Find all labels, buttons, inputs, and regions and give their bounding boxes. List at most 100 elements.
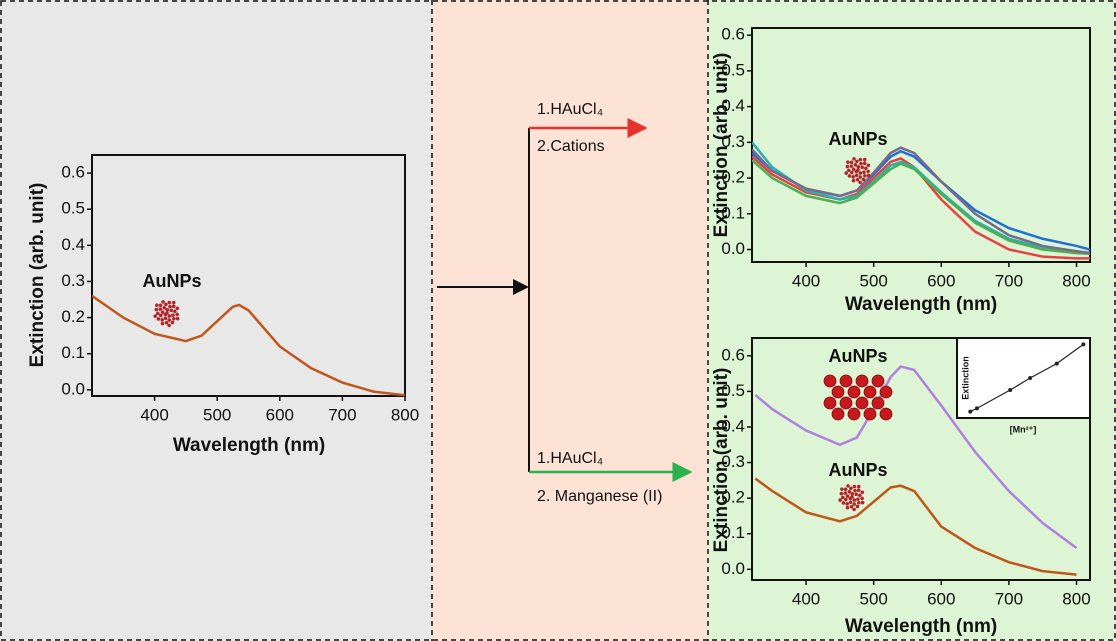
particle [175, 306, 180, 311]
particle [171, 304, 176, 309]
particle-large [831, 407, 845, 421]
y-axis-label: Extinction [960, 356, 970, 400]
x-tick-label: 600 [266, 405, 294, 424]
particle [175, 312, 179, 317]
particle-large [863, 385, 877, 399]
annotation: AuNPs [828, 346, 887, 366]
y-tick-label: 0.4 [61, 235, 85, 254]
particle [847, 489, 852, 494]
particle [864, 166, 868, 171]
particle [838, 498, 842, 502]
particle [862, 157, 867, 162]
particle-large [839, 374, 853, 388]
particle [153, 314, 157, 318]
y-axis-label: Extinction (arb. unit) [27, 183, 48, 368]
particle [161, 300, 165, 304]
x-tick-label: 500 [859, 589, 887, 608]
particle [171, 300, 176, 305]
particle [862, 161, 867, 166]
x-axis-label: Wavelength (nm) [845, 616, 997, 637]
x-tick-label: 700 [995, 589, 1023, 608]
y-tick-label: 0.0 [721, 559, 745, 578]
annotation: AuNPs [828, 129, 887, 149]
particle [849, 504, 854, 509]
x-tick-label: 800 [1062, 589, 1090, 608]
particle [863, 173, 867, 178]
plot-frame [91, 154, 406, 397]
particle [857, 500, 861, 505]
line [752, 141, 1090, 255]
y-tick-label: 0.3 [61, 271, 85, 290]
y-tick-label: 0.0 [721, 239, 745, 258]
particle [856, 488, 861, 493]
annotation: AuNPs [142, 271, 201, 291]
y-tick-label: 0.2 [61, 307, 85, 326]
particle [154, 307, 159, 312]
particle [841, 501, 846, 505]
particle [859, 161, 863, 166]
particle [850, 170, 854, 175]
y-tick-label: 0.4 [721, 96, 745, 115]
y-tick-label: 0.6 [721, 25, 745, 44]
particle [855, 504, 860, 509]
particle [851, 175, 855, 179]
particle [858, 180, 862, 185]
particle [168, 304, 172, 309]
particle [845, 502, 849, 506]
y-tick-label: 0.6 [721, 345, 745, 364]
particle [846, 484, 850, 488]
step-label: 1.HAuCl₄ [537, 101, 603, 118]
particle [156, 317, 161, 321]
y-axis-label: Extinction (arb. unit) [711, 53, 732, 238]
particle [840, 487, 844, 491]
particle [170, 320, 175, 325]
y-axis-label: Extinction (arb. unit) [711, 368, 732, 553]
particle [855, 159, 859, 164]
y-tick-label: 0.1 [721, 203, 745, 222]
particle [858, 157, 863, 162]
particle [858, 493, 862, 498]
y-tick-label: 0.0 [61, 379, 85, 398]
point [974, 406, 979, 411]
particle [167, 318, 172, 322]
y-tick-label: 0.2 [721, 488, 745, 507]
x-tick-label: 700 [995, 271, 1023, 290]
particle [167, 314, 172, 318]
x-tick-label: 400 [792, 271, 820, 290]
particle [852, 484, 857, 489]
particle [853, 488, 857, 493]
panel-bg [708, 0, 1116, 641]
point [1081, 342, 1086, 347]
line [752, 146, 1090, 255]
y-tick-label: 0.5 [721, 381, 745, 400]
step-label: 2.Cations [537, 138, 605, 155]
particle-large [823, 396, 837, 410]
point [968, 409, 973, 414]
particle [843, 491, 848, 495]
plot-frame [956, 337, 1091, 419]
particle [172, 316, 176, 321]
particle [847, 168, 851, 173]
x-axis-label: [Mn²⁺] [1010, 424, 1037, 434]
x-tick-label: 400 [792, 589, 820, 608]
plot-frame [751, 337, 1091, 581]
particle [843, 487, 848, 492]
particle [167, 300, 172, 305]
particle-large [871, 396, 885, 410]
plot-frame [751, 27, 1091, 263]
particle [852, 502, 857, 506]
line [92, 294, 405, 396]
particle [866, 163, 871, 168]
particle [866, 173, 871, 178]
particle [167, 323, 171, 328]
line [752, 159, 1090, 256]
particle [866, 169, 870, 174]
particle [839, 491, 844, 496]
particle [846, 160, 850, 164]
particle [841, 495, 845, 500]
step-label: 2. Manganese (II) [537, 488, 662, 505]
particle [175, 316, 180, 321]
y-tick-label: 0.3 [721, 452, 745, 471]
